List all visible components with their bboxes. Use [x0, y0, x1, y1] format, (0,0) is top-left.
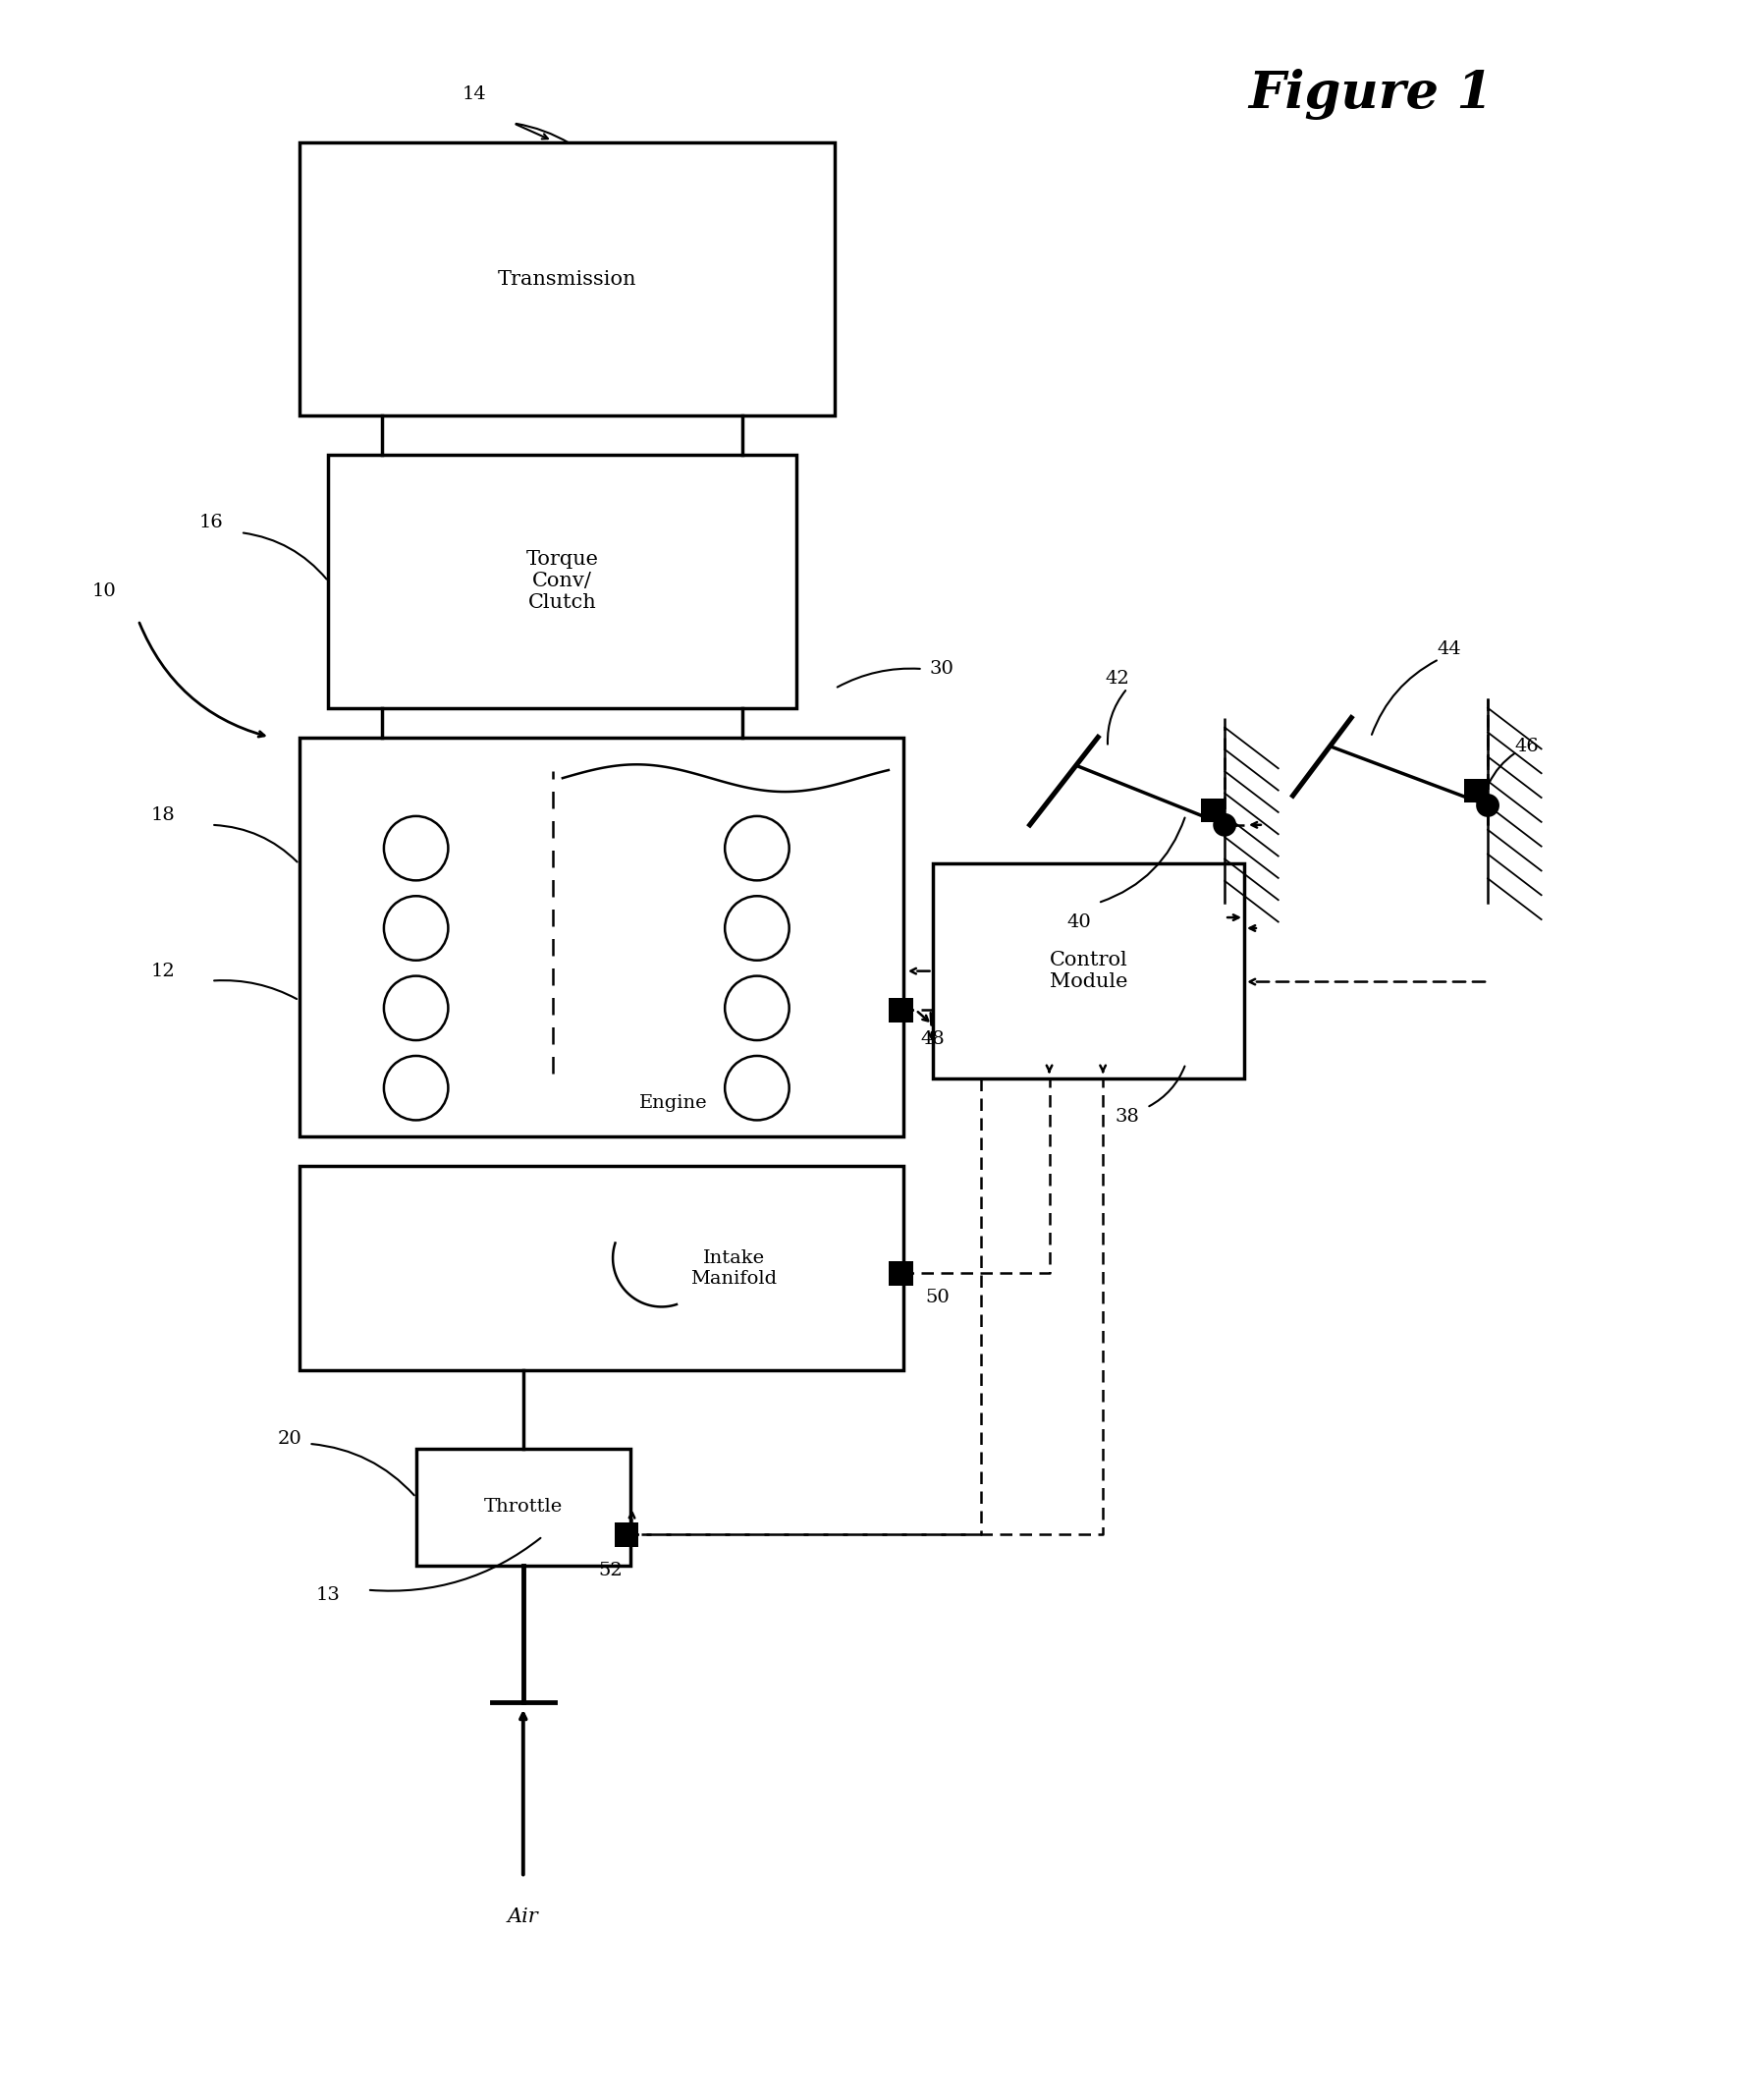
Circle shape	[725, 1056, 790, 1119]
Bar	[300, 737, 903, 1136]
Text: 14: 14	[462, 86, 486, 103]
Bar	[300, 1166, 903, 1371]
Text: 18: 18	[150, 806, 174, 823]
Bar	[417, 1449, 631, 1564]
Text: 38: 38	[1116, 1109, 1140, 1126]
Text: 12: 12	[150, 962, 174, 981]
Text: Figure 1: Figure 1	[1248, 69, 1494, 120]
Text: 48: 48	[920, 1031, 945, 1048]
Text: Transmission: Transmission	[497, 269, 636, 288]
Text: Throttle: Throttle	[485, 1497, 563, 1516]
Circle shape	[383, 817, 448, 880]
Text: 20: 20	[277, 1430, 302, 1447]
Bar	[300, 143, 835, 416]
Bar	[1464, 779, 1489, 802]
Bar	[614, 1522, 638, 1546]
Text: 40: 40	[1067, 913, 1091, 930]
Text: 10: 10	[92, 582, 117, 601]
Circle shape	[725, 897, 790, 960]
Text: 44: 44	[1436, 640, 1461, 657]
Circle shape	[725, 976, 790, 1040]
Text: 46: 46	[1515, 737, 1539, 756]
Bar	[889, 1260, 913, 1285]
Circle shape	[725, 817, 790, 880]
Text: 50: 50	[926, 1289, 950, 1306]
Text: 16: 16	[199, 514, 223, 531]
Circle shape	[383, 1056, 448, 1119]
Bar	[933, 863, 1245, 1077]
Text: Torque
Conv/
Clutch: Torque Conv/ Clutch	[526, 550, 598, 613]
Text: 52: 52	[600, 1562, 622, 1579]
Circle shape	[383, 897, 448, 960]
Text: Engine: Engine	[640, 1094, 708, 1111]
Text: 13: 13	[315, 1586, 340, 1604]
Bar	[328, 454, 797, 708]
Text: 42: 42	[1105, 670, 1129, 687]
Bar	[1201, 798, 1225, 823]
Bar	[889, 997, 913, 1023]
Circle shape	[1213, 813, 1236, 836]
Text: 30: 30	[931, 659, 955, 678]
Circle shape	[1476, 794, 1499, 817]
Text: Intake
Manifold: Intake Manifold	[690, 1249, 777, 1287]
Circle shape	[383, 976, 448, 1040]
Text: Control
Module: Control Module	[1049, 951, 1128, 991]
Text: Air: Air	[507, 1907, 539, 1926]
